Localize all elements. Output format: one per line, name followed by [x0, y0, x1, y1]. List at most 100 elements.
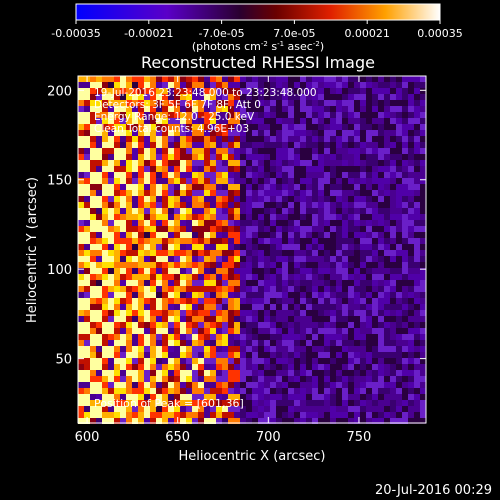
heatmap-pixel [186, 292, 192, 298]
heatmap-pixel [240, 166, 246, 172]
heatmap-pixel [324, 304, 330, 310]
heatmap-pixel [306, 160, 312, 166]
heatmap-pixel [84, 400, 90, 406]
heatmap-pixel [102, 220, 108, 226]
heatmap-pixel [336, 226, 342, 232]
heatmap-pixel [306, 184, 312, 190]
heatmap-pixel [324, 274, 330, 280]
heatmap-pixel [102, 202, 108, 208]
heatmap-pixel [378, 154, 384, 160]
heatmap-pixel [108, 304, 114, 310]
heatmap-pixel [384, 238, 390, 244]
heatmap-pixel [78, 388, 84, 394]
heatmap-pixel [348, 316, 354, 322]
heatmap-pixel [414, 340, 420, 346]
heatmap-pixel [252, 310, 258, 316]
heatmap-pixel [252, 352, 258, 358]
heatmap-pixel [384, 172, 390, 178]
heatmap-pixel [306, 94, 312, 100]
heatmap-pixel [138, 94, 144, 100]
heatmap-pixel [180, 124, 186, 130]
heatmap-pixel [336, 130, 342, 136]
heatmap-pixel [162, 406, 168, 412]
heatmap-pixel [204, 304, 210, 310]
heatmap-pixel [234, 376, 240, 382]
heatmap-pixel [246, 76, 252, 82]
heatmap-pixel [414, 400, 420, 406]
heatmap-pixel [114, 346, 120, 352]
heatmap-pixel [102, 400, 108, 406]
heatmap-pixel [78, 340, 84, 346]
heatmap-pixel [360, 130, 366, 136]
heatmap-pixel [384, 382, 390, 388]
heatmap-pixel [246, 220, 252, 226]
heatmap-pixel [180, 76, 186, 82]
heatmap-pixel [162, 340, 168, 346]
heatmap-pixel [96, 196, 102, 202]
heatmap-pixel [396, 388, 402, 394]
heatmap-pixel [288, 274, 294, 280]
heatmap-pixel [300, 220, 306, 226]
heatmap-pixel [210, 94, 216, 100]
heatmap-pixel [270, 382, 276, 388]
heatmap-pixel [192, 262, 198, 268]
heatmap-pixel [114, 298, 120, 304]
heatmap-pixel [360, 220, 366, 226]
heatmap-pixel [354, 280, 360, 286]
heatmap-pixel [120, 178, 126, 184]
heatmap-pixel [96, 304, 102, 310]
heatmap-pixel [174, 298, 180, 304]
heatmap-pixel [390, 88, 396, 94]
heatmap-pixel [318, 334, 324, 340]
heatmap-pixel [390, 358, 396, 364]
heatmap-pixel [108, 394, 114, 400]
heatmap-pixel [132, 364, 138, 370]
heatmap-pixel [102, 412, 108, 418]
heatmap-pixel [264, 178, 270, 184]
heatmap-pixel [318, 406, 324, 412]
heatmap-pixel [342, 292, 348, 298]
heatmap-pixel [282, 364, 288, 370]
heatmap-pixel [414, 322, 420, 328]
heatmap-pixel [366, 82, 372, 88]
heatmap-pixel [132, 226, 138, 232]
heatmap-pixel [264, 322, 270, 328]
heatmap-pixel [204, 154, 210, 160]
heatmap-pixel [360, 358, 366, 364]
heatmap-pixel [312, 220, 318, 226]
heatmap-pixel [150, 256, 156, 262]
heatmap-pixel [408, 376, 414, 382]
heatmap-pixel [204, 256, 210, 262]
heatmap-pixel [330, 106, 336, 112]
heatmap-pixel [102, 340, 108, 346]
heatmap-pixel [180, 232, 186, 238]
heatmap-pixel [174, 190, 180, 196]
heatmap-pixel [324, 250, 330, 256]
y-tick-label: 200 [47, 84, 72, 99]
heatmap-pixel [270, 334, 276, 340]
heatmap-pixel [354, 208, 360, 214]
heatmap-pixel [300, 274, 306, 280]
heatmap-pixel [318, 238, 324, 244]
heatmap-pixel [402, 244, 408, 250]
heatmap-pixel [180, 394, 186, 400]
heatmap-pixel [192, 88, 198, 94]
heatmap-pixel [402, 142, 408, 148]
heatmap-pixel [132, 208, 138, 214]
heatmap-pixel [276, 124, 282, 130]
heatmap-pixel [186, 106, 192, 112]
heatmap-pixel [162, 112, 168, 118]
heatmap-pixel [174, 112, 180, 118]
heatmap-pixel [294, 322, 300, 328]
heatmap-pixel [390, 214, 396, 220]
heatmap-pixel [114, 400, 120, 406]
heatmap-pixel [372, 88, 378, 94]
heatmap-pixel [300, 226, 306, 232]
heatmap-pixel [240, 370, 246, 376]
heatmap-pixel [96, 364, 102, 370]
heatmap-pixel [198, 328, 204, 334]
heatmap-pixel [198, 394, 204, 400]
heatmap-pixel [378, 220, 384, 226]
heatmap-pixel [366, 412, 372, 418]
heatmap-pixel [120, 376, 126, 382]
